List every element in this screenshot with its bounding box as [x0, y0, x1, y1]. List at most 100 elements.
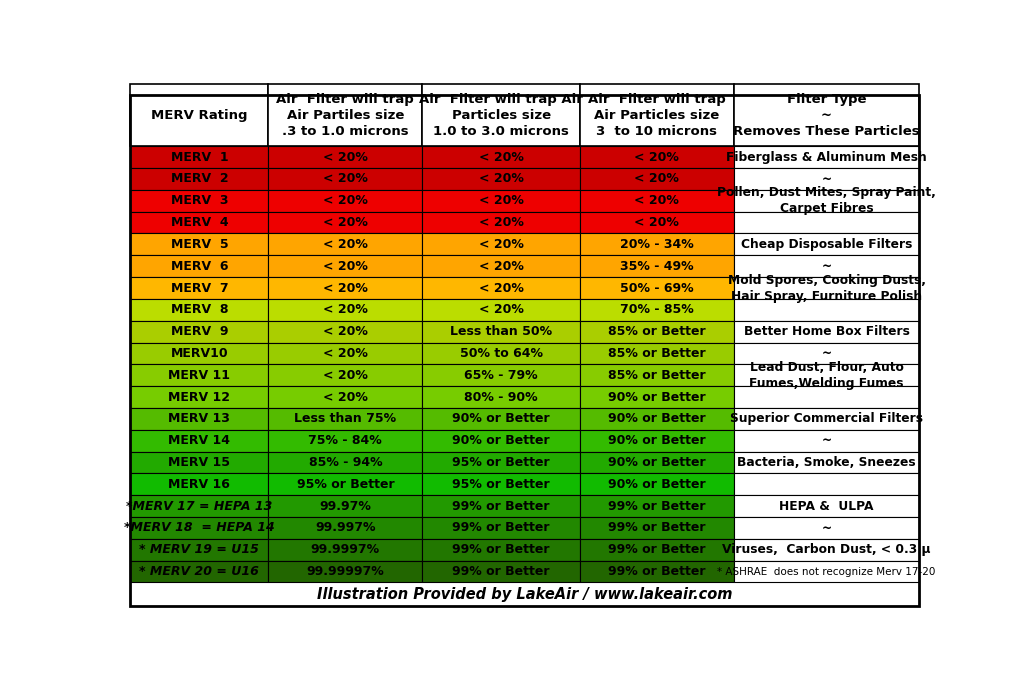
Bar [130, 190, 268, 212]
Text: 95% or Better: 95% or Better [453, 456, 550, 469]
Text: Viruses,  Carbon Dust, < 0.3 μ: Viruses, Carbon Dust, < 0.3 μ [722, 543, 931, 556]
Text: MERV10: MERV10 [171, 347, 228, 360]
Bar [130, 473, 268, 495]
Bar [734, 495, 920, 517]
Text: < 20%: < 20% [323, 281, 368, 294]
Bar [422, 190, 580, 212]
Text: 99% or Better: 99% or Better [608, 543, 706, 556]
Text: 90% or Better: 90% or Better [608, 434, 706, 447]
Bar [422, 452, 580, 473]
Text: HEPA &  ULPA: HEPA & ULPA [779, 500, 873, 513]
Text: < 20%: < 20% [635, 151, 679, 163]
Text: 99% or Better: 99% or Better [608, 565, 706, 578]
Text: < 20%: < 20% [478, 172, 523, 185]
Text: Cheap Disposable Filters: Cheap Disposable Filters [740, 238, 912, 251]
Text: 85% - 94%: 85% - 94% [308, 456, 382, 469]
Text: MERV  8: MERV 8 [171, 303, 228, 316]
Bar [130, 560, 268, 582]
Bar [580, 408, 734, 430]
Text: 90% or Better: 90% or Better [608, 478, 706, 491]
Text: Air  Filter will trap
Air Partiles size
.3 to 1.0 microns: Air Filter will trap Air Partiles size .… [276, 93, 415, 138]
Bar [268, 539, 422, 560]
Text: *MERV 17 = HEPA 13: *MERV 17 = HEPA 13 [126, 500, 272, 513]
Bar [130, 539, 268, 560]
Bar [268, 234, 422, 255]
Bar [734, 430, 920, 452]
Text: 99.99997%: 99.99997% [306, 565, 384, 578]
Bar [268, 430, 422, 452]
Text: Lead Dust, Flour, Auto
Fumes,Welding Fumes: Lead Dust, Flour, Auto Fumes,Welding Fum… [750, 361, 904, 390]
Text: 99% or Better: 99% or Better [608, 500, 706, 513]
Text: * MERV 20 = U16: * MERV 20 = U16 [139, 565, 259, 578]
Bar [580, 473, 734, 495]
Text: 85% or Better: 85% or Better [608, 347, 706, 360]
Text: 90% or Better: 90% or Better [453, 413, 550, 426]
Text: MERV 15: MERV 15 [168, 456, 230, 469]
Bar [130, 234, 268, 255]
Text: 85% or Better: 85% or Better [608, 369, 706, 382]
Bar [422, 386, 580, 408]
Bar [422, 560, 580, 582]
Text: Mold Spores, Cooking Dusts,
Hair Spray, Furniture Polish: Mold Spores, Cooking Dusts, Hair Spray, … [727, 274, 926, 302]
Bar [734, 190, 920, 212]
Bar [130, 452, 268, 473]
Text: < 20%: < 20% [635, 216, 679, 229]
Text: MERV  1: MERV 1 [171, 151, 228, 163]
Text: < 20%: < 20% [635, 194, 679, 207]
Bar [130, 321, 268, 343]
Bar [734, 146, 920, 168]
Text: Air  Filter will trap
Air Particles size
3  to 10 microns: Air Filter will trap Air Particles size … [588, 93, 726, 138]
Text: < 20%: < 20% [478, 303, 523, 316]
Bar [734, 277, 920, 299]
Text: < 20%: < 20% [323, 347, 368, 360]
Text: Less than 75%: Less than 75% [294, 413, 396, 426]
Text: 99.97%: 99.97% [319, 500, 372, 513]
Text: < 20%: < 20% [478, 259, 523, 272]
Text: ~: ~ [821, 434, 831, 447]
Bar [580, 452, 734, 473]
Text: 99% or Better: 99% or Better [453, 543, 550, 556]
Bar [580, 430, 734, 452]
Text: 99% or Better: 99% or Better [453, 565, 550, 578]
Text: *MERV 18  = HEPA 14: *MERV 18 = HEPA 14 [124, 522, 274, 535]
Bar [422, 299, 580, 321]
Bar [268, 473, 422, 495]
Bar [268, 343, 422, 364]
Bar [580, 146, 734, 168]
Text: MERV  9: MERV 9 [171, 325, 228, 338]
Bar [268, 190, 422, 212]
Bar [734, 408, 920, 430]
Text: 80% - 90%: 80% - 90% [464, 391, 538, 404]
Bar [734, 168, 920, 190]
Bar [580, 343, 734, 364]
Bar [580, 386, 734, 408]
Bar [422, 234, 580, 255]
Text: 90% or Better: 90% or Better [608, 391, 706, 404]
Text: < 20%: < 20% [478, 281, 523, 294]
Bar [580, 539, 734, 560]
Text: Air  Filter will trap Air
Particles size
1.0 to 3.0 microns: Air Filter will trap Air Particles size … [419, 93, 583, 138]
Bar [580, 560, 734, 582]
Bar [734, 84, 920, 146]
Bar [268, 321, 422, 343]
Text: < 20%: < 20% [323, 259, 368, 272]
Bar [268, 386, 422, 408]
Bar [268, 255, 422, 277]
Bar [130, 386, 268, 408]
Text: 85% or Better: 85% or Better [608, 325, 706, 338]
Text: < 20%: < 20% [323, 369, 368, 382]
Bar [130, 299, 268, 321]
Bar [422, 408, 580, 430]
Bar [580, 364, 734, 386]
Bar [268, 495, 422, 517]
Bar [580, 84, 734, 146]
Bar [130, 146, 268, 168]
Bar [734, 539, 920, 560]
Text: MERV 16: MERV 16 [169, 478, 230, 491]
Bar [130, 430, 268, 452]
Bar [268, 299, 422, 321]
Text: MERV 12: MERV 12 [168, 391, 230, 404]
Bar [130, 364, 268, 386]
Text: 50% - 69%: 50% - 69% [621, 281, 693, 294]
Bar [422, 343, 580, 364]
